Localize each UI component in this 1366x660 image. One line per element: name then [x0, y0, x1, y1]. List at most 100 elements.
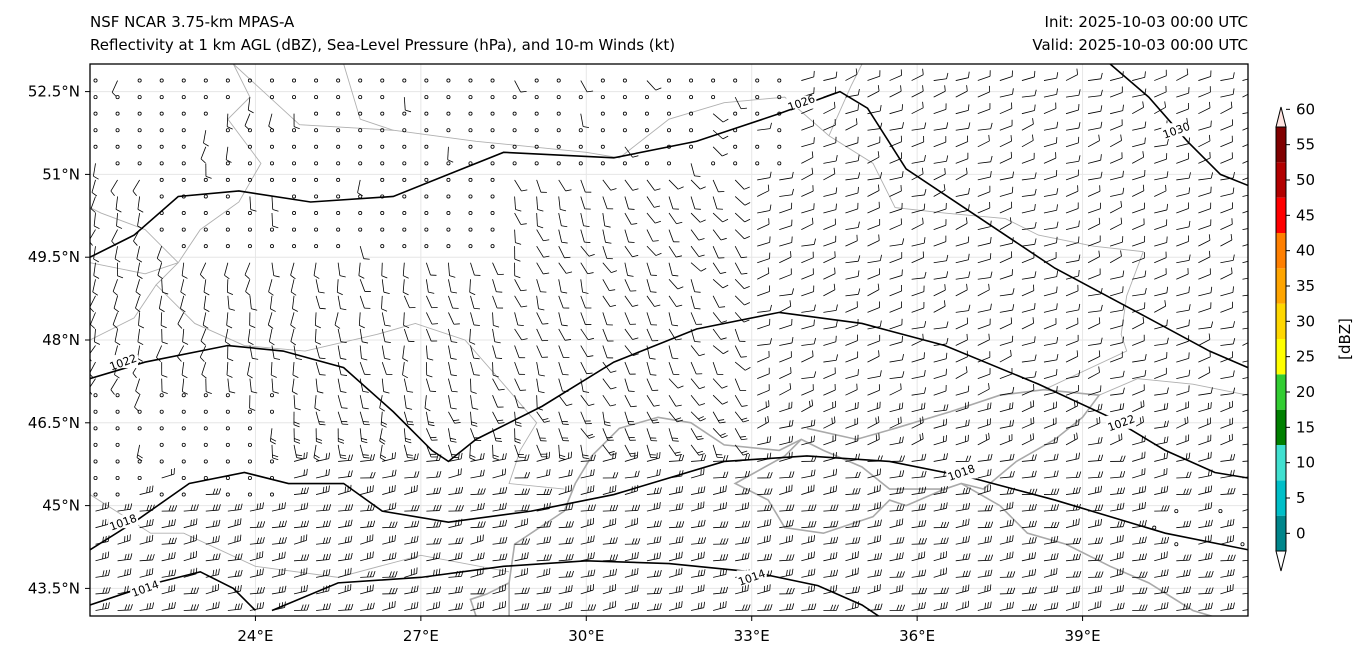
calm-marker [358, 111, 363, 116]
wind-barb [1065, 89, 1081, 98]
wind-barb [470, 295, 480, 310]
wind-barb [293, 468, 308, 479]
wind-barb [404, 535, 419, 545]
wind-barb [426, 471, 442, 479]
wind-barb [823, 155, 838, 164]
wind-barb [94, 328, 101, 345]
wind-barb [801, 285, 815, 297]
wind-barb [536, 295, 545, 311]
calm-marker [490, 78, 495, 83]
wind-barb [712, 146, 728, 157]
wind-barb [867, 254, 882, 264]
calm-marker [247, 161, 252, 166]
wind-barb [823, 400, 836, 413]
wind-barb [646, 279, 657, 293]
wind-barb [227, 345, 234, 362]
wind-barb [536, 213, 544, 229]
wind-barb [1021, 70, 1036, 81]
wind-barb [757, 367, 770, 380]
calm-marker [534, 144, 539, 149]
wind-barb [602, 345, 614, 359]
wind-barb [558, 328, 572, 341]
wind-barb [668, 503, 684, 512]
wind-barb [1043, 152, 1057, 164]
wind-barb [690, 551, 705, 562]
calm-marker [93, 78, 98, 83]
wind-barb [1242, 493, 1248, 495]
calm-marker [203, 409, 208, 414]
wind-barb [889, 486, 905, 495]
wind-barb [845, 154, 860, 164]
isobar-1022 [90, 311, 1248, 479]
wind-barb [580, 485, 595, 495]
wind-barb [1154, 184, 1167, 197]
wind-barb [977, 237, 992, 247]
wind-barb [845, 601, 860, 611]
wind-barb [911, 432, 924, 446]
wind-barb [1021, 536, 1037, 545]
wind-barb [1198, 417, 1211, 429]
wind-barb [271, 585, 287, 595]
wind-barb [1087, 366, 1100, 379]
wind-barb [801, 251, 814, 264]
calm-marker [203, 78, 208, 83]
wind-barb [1088, 337, 1103, 346]
wind-barb [249, 521, 266, 529]
wind-barb [779, 367, 792, 380]
wind-barb [1110, 403, 1125, 413]
calm-marker [336, 111, 341, 116]
lon-tick-label: 33°E [734, 627, 770, 645]
calm-marker [247, 244, 252, 249]
wind-barb [801, 419, 816, 429]
calm-marker [115, 95, 120, 100]
wind-barb [1021, 503, 1037, 512]
wind-barb [199, 262, 207, 280]
wind-barb [360, 534, 374, 545]
calm-marker [733, 161, 738, 166]
calm-marker [336, 78, 341, 83]
calm-marker [336, 227, 341, 232]
wind-barb [779, 519, 794, 529]
wind-barb [779, 202, 793, 214]
wind-barb [779, 504, 795, 512]
calm-marker [269, 144, 274, 149]
wind-barb [536, 520, 552, 529]
wind-barb [1154, 85, 1167, 98]
border-line [155, 262, 565, 490]
wind-barb [1021, 188, 1037, 197]
wind-barb [470, 262, 481, 276]
wind-barb [690, 179, 706, 190]
wind-barb [470, 601, 485, 611]
wind-barb [1065, 553, 1081, 562]
wind-barb [999, 419, 1014, 429]
wind-barb [713, 538, 729, 545]
wind-barb [889, 552, 904, 562]
wind-barb [801, 603, 817, 611]
calm-marker [667, 128, 672, 133]
wind-barb [757, 584, 771, 595]
wind-barb [514, 488, 530, 495]
wind-barb [668, 361, 680, 375]
wind-barb [823, 101, 836, 115]
wind-barb [1198, 587, 1214, 595]
wind-barb [646, 428, 658, 442]
wind-barb [139, 485, 154, 495]
wind-barb [1154, 171, 1169, 181]
wind-barb [823, 504, 839, 512]
wind-barb [1021, 104, 1036, 115]
wind-barb [999, 186, 1014, 197]
wind-barb [955, 122, 971, 131]
wind-barb [1043, 535, 1059, 545]
border-line [177, 64, 262, 263]
wind-barb [1198, 321, 1214, 330]
calm-marker [689, 144, 694, 149]
wind-barb [999, 470, 1015, 479]
calm-marker [269, 459, 274, 464]
wind-barb [1154, 286, 1169, 297]
wind-barb [1176, 434, 1190, 446]
wind-barb [646, 570, 662, 578]
wind-barb [779, 236, 793, 247]
wind-barb [668, 394, 682, 407]
wind-barb [933, 122, 949, 131]
wind-barb [381, 279, 390, 294]
